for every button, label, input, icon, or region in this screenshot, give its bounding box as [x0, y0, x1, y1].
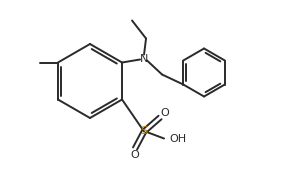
Text: OH: OH	[170, 134, 187, 145]
Text: O: O	[131, 150, 139, 161]
Text: N: N	[140, 54, 148, 63]
Text: S: S	[141, 126, 148, 137]
Text: O: O	[161, 108, 170, 118]
